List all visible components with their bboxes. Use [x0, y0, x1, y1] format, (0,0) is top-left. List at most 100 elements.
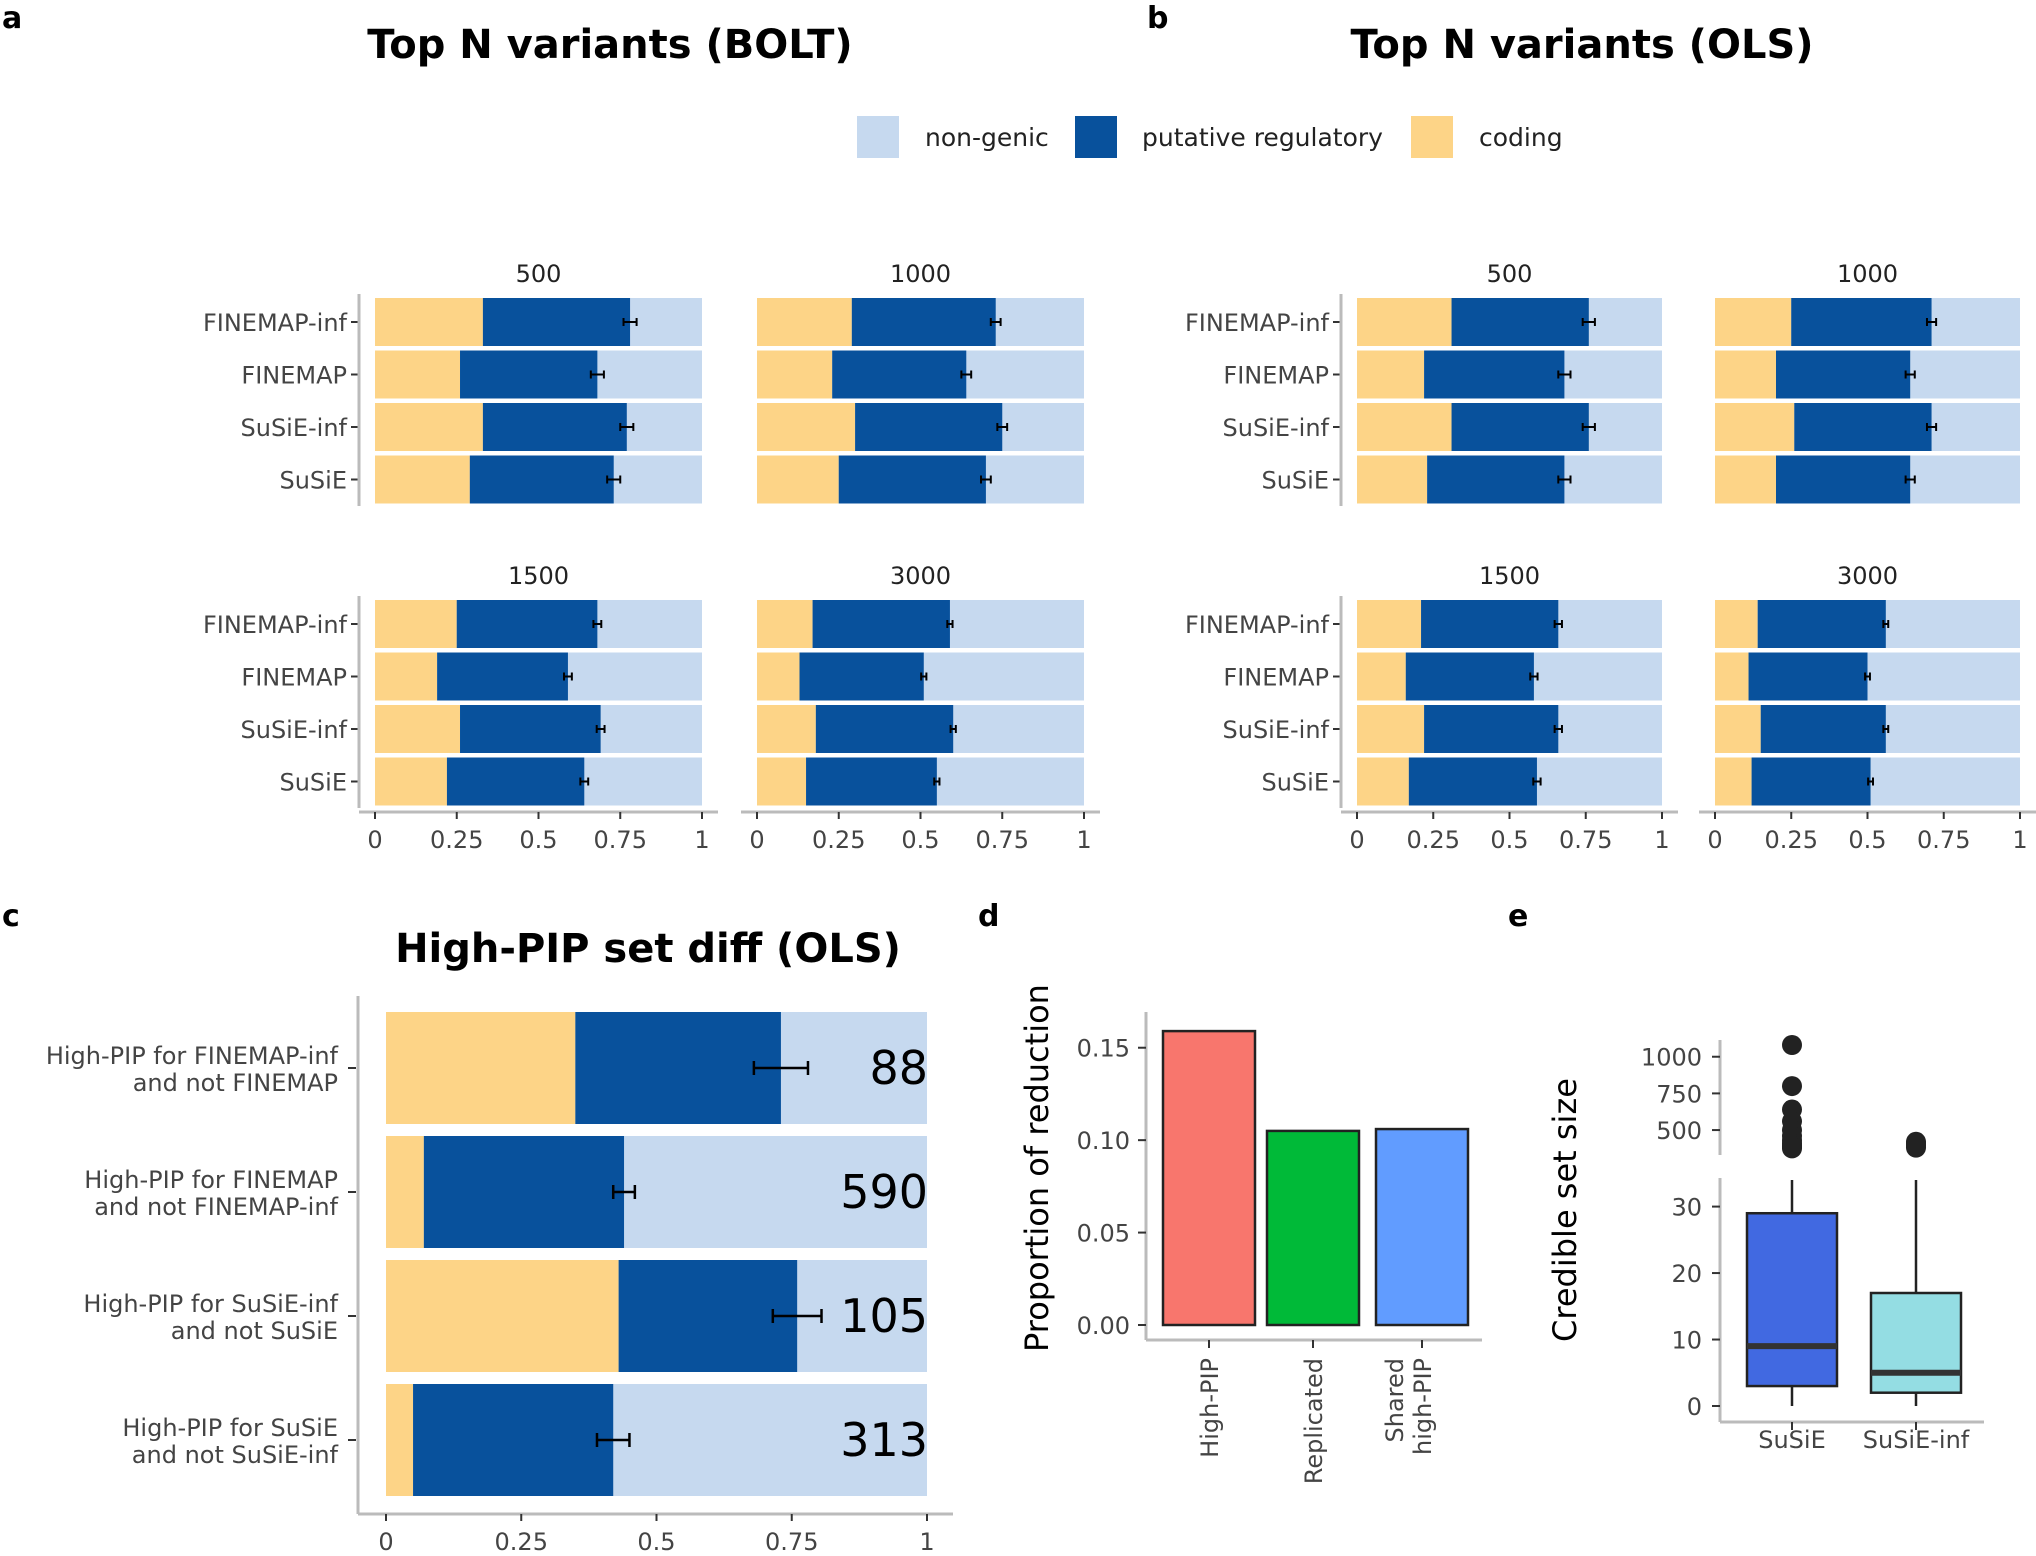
- bar-regulatory-finemap-inf-1500: [456, 600, 598, 648]
- bar-coding-finemap-3000: [757, 652, 800, 701]
- x-tick-label-0-75: 0.75: [1559, 826, 1612, 854]
- x-tick-label-1: 1: [1654, 826, 1669, 854]
- y-tick-label-0-00: 0.00: [1077, 1312, 1130, 1340]
- bar-coding-high-pip-for-susie-and-not-susie-inf: [386, 1384, 414, 1496]
- y-tick-label-0: 0: [1687, 1393, 1702, 1421]
- panel-label-e: e: [1508, 899, 1528, 934]
- bar-coding-susie-500: [1357, 455, 1428, 504]
- x-tick-label-0-5: 0.5: [1490, 826, 1528, 854]
- y-tick-label-finemap-inf: FINEMAP-inf: [203, 611, 348, 639]
- bar-regulatory-finemap-500: [460, 350, 598, 399]
- legend-label-regulatory: putative regulatory: [1142, 123, 1383, 152]
- y-tick-label-line2-high-pip-for-susie-inf-and-not-susie: and not SuSiE: [171, 1317, 338, 1345]
- panel-c: 88 High-PIP for FINEMAP-inf and not FINEMA…: [46, 996, 953, 1556]
- x-tick-label-shared: Shared: [1381, 1358, 1409, 1443]
- legend-swatch-coding: [1411, 116, 1453, 158]
- y-tick-label-20: 20: [1671, 1260, 1702, 1288]
- panel-b: 500 FINEMAP-inf FINEMAP SuSiE-inf SuSiE 1000 1…: [1185, 260, 2036, 854]
- y-tick-label-line1-high-pip-for-finemap-inf-and-not-finemap: High-PIP for FINEMAP-inf: [46, 1042, 339, 1070]
- y-tick-label-susie-inf: SuSiE-inf: [1223, 716, 1330, 744]
- panel-label-a: a: [2, 1, 22, 36]
- bar-coding-susie-inf-1500: [1357, 705, 1425, 753]
- count-label-high-pip-for-finemap-inf-and-not-finemap: 88: [869, 1041, 928, 1095]
- count-label-high-pip-for-susie-inf-and-not-susie: 105: [840, 1289, 928, 1343]
- bar-coding-susie-inf-1000: [757, 403, 856, 451]
- legend-label-non-genic: non-genic: [925, 123, 1049, 152]
- bar-coding-high-pip-for-finemap-inf-and-not-finemap: [386, 1012, 576, 1124]
- bar-regulatory-susie-1000: [838, 455, 986, 504]
- legend-label-coding: coding: [1479, 123, 1563, 152]
- y-tick-label-susie: SuSiE: [1261, 467, 1329, 495]
- bar-regulatory-susie-inf-1500: [460, 705, 601, 753]
- x-tick-label-0: 0: [367, 826, 382, 854]
- bar-coding-finemap-inf-3000: [1715, 600, 1758, 648]
- x-tick-label-replicated: Replicated: [1300, 1358, 1328, 1484]
- bar-regulatory-finemap-1000: [832, 350, 967, 399]
- bar-regulatory-finemap-3000: [1748, 652, 1868, 701]
- bar-regulatory-high-pip-for-susie-and-not-susie-inf: [413, 1384, 614, 1496]
- y-tick-label-susie-inf: SuSiE-inf: [241, 414, 348, 442]
- x-tick-label-0-75: 0.75: [765, 1528, 818, 1556]
- panel-a-title: Top N variants (BOLT): [367, 22, 852, 68]
- panel-label-c: c: [2, 899, 20, 934]
- bar-coding-susie-3000: [1715, 757, 1752, 806]
- bar-coding-finemap-inf-1500: [1357, 600, 1422, 648]
- bar-regulatory-finemap-500: [1424, 350, 1565, 399]
- y-tick-label-line2-high-pip-for-finemap-and-not-finemap-inf: and not FINEMAP-inf: [94, 1193, 338, 1221]
- bar-coding-susie-1500: [375, 757, 447, 806]
- y-tick-label-finemap-inf: FINEMAP-inf: [1185, 309, 1330, 337]
- facet-label-1500: 1500: [1479, 562, 1540, 590]
- bar-coding-susie-500: [375, 455, 470, 504]
- bar-coding-finemap-500: [375, 350, 461, 399]
- bar-coding-susie-inf-500: [1357, 403, 1452, 451]
- count-label-high-pip-for-finemap-and-not-finemap-inf: 590: [840, 1165, 928, 1219]
- legend: non-genic putative regulatory coding: [857, 116, 1563, 158]
- y-tick-label-30: 30: [1671, 1194, 1702, 1222]
- legend-swatch-regulatory: [1075, 116, 1117, 158]
- bar-coding-finemap-3000: [1715, 652, 1749, 701]
- x-tick-label-0: 0: [1349, 826, 1364, 854]
- bar-regulatory-susie-1500: [446, 757, 585, 806]
- bar-coding-finemap-1000: [1715, 350, 1776, 399]
- y-tick-label-line1-high-pip-for-susie-inf-and-not-susie: High-PIP for SuSiE-inf: [83, 1290, 338, 1318]
- bar-regulatory-susie-inf-1000: [1794, 403, 1932, 451]
- bar-coding-finemap-inf-3000: [757, 600, 813, 648]
- bar-coding-finemap-inf-500: [1357, 298, 1452, 346]
- y-tick-label-susie: SuSiE: [279, 467, 347, 495]
- facet-label-1000: 1000: [1837, 260, 1898, 288]
- bar-regulatory-finemap-inf-1000: [1791, 298, 1932, 346]
- y-tick-label-susie-inf: SuSiE-inf: [1223, 414, 1330, 442]
- x-tick-label-0-25: 0.25: [812, 826, 865, 854]
- y-tick-label-10: 10: [1671, 1327, 1702, 1355]
- bar-coding-finemap-inf-1000: [757, 298, 852, 346]
- x-tick-label-0-5: 0.5: [1848, 826, 1886, 854]
- y-tick-label-susie-inf: SuSiE-inf: [241, 716, 348, 744]
- bar-coding-susie-1000: [1715, 455, 1776, 504]
- y-tick-label-susie: SuSiE: [1261, 769, 1329, 797]
- bar-coding-susie-inf-1000: [1715, 403, 1795, 451]
- bar-high-pip: [1161, 1029, 1257, 1327]
- facet-label-1000: 1000: [890, 260, 951, 288]
- y-tick-label-0-05: 0.05: [1077, 1220, 1130, 1248]
- x-tick-label-high-pip: High-PIP: [1196, 1358, 1224, 1458]
- x-tick-label-0: 0: [749, 826, 764, 854]
- outlier-point-susie: [1782, 1035, 1802, 1055]
- y-tick-label-finemap: FINEMAP: [1223, 362, 1329, 390]
- bar-shared-high-pip: [1374, 1127, 1470, 1327]
- bar-regulatory-susie-inf-500: [1451, 403, 1589, 451]
- x-tick-label-high-pip: high-PIP: [1409, 1358, 1437, 1455]
- y-axis-title: Credible set size: [1546, 1078, 1584, 1342]
- y-tick-label-750: 750: [1656, 1080, 1702, 1108]
- y-tick-label-500: 500: [1656, 1117, 1702, 1145]
- y-tick-label-finemap: FINEMAP: [241, 362, 347, 390]
- x-tick-label-1: 1: [2012, 826, 2027, 854]
- facet-label-1500: 1500: [508, 562, 569, 590]
- x-tick-label-0-75: 0.75: [976, 826, 1029, 854]
- y-tick-label-line2-high-pip-for-susie-and-not-susie-inf: and not SuSiE-inf: [132, 1441, 339, 1469]
- bar-regulatory-finemap-inf-500: [482, 298, 631, 346]
- y-tick-label-0-15: 0.15: [1077, 1035, 1130, 1063]
- bar-coding-susie-1500: [1357, 757, 1409, 806]
- x-tick-label-0-5: 0.5: [519, 826, 557, 854]
- bar-regulatory-susie-1500: [1408, 757, 1537, 806]
